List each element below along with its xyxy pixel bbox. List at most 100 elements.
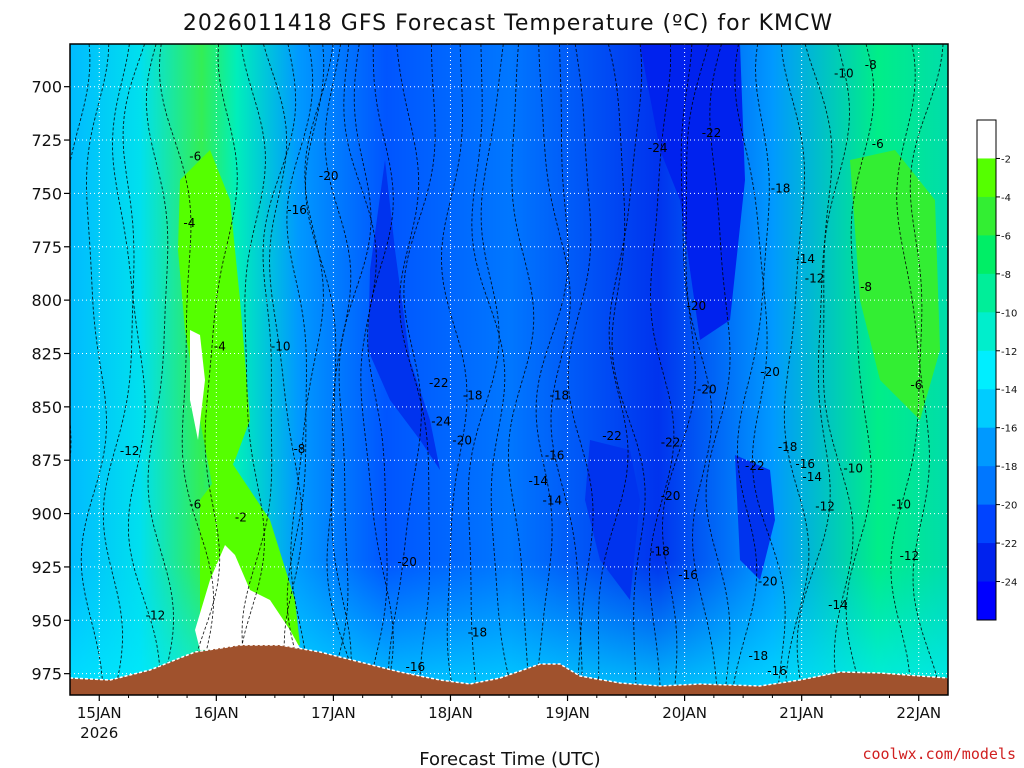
x-tick-label: 22JAN	[896, 704, 941, 722]
x-tick-year-label: 2026	[80, 724, 118, 742]
contour-line	[680, 44, 718, 693]
contour-line	[327, 44, 372, 693]
contour-label: -18	[463, 389, 483, 403]
contour-label: -10	[271, 340, 291, 354]
contour-label: -16	[767, 664, 787, 678]
chart-title: 2026011418 GFS Forecast Temperature (ºC)…	[183, 11, 833, 36]
x-tick-label: 19JAN	[545, 704, 590, 722]
colorbar-swatch	[977, 504, 996, 544]
x-tick-label: 20JAN	[662, 704, 707, 722]
y-tick-label: 750	[31, 184, 62, 203]
colorbar-swatch	[977, 581, 996, 621]
y-tick-label: 800	[31, 291, 62, 310]
contour-line	[396, 44, 431, 693]
contour-line	[890, 44, 944, 693]
contour-line	[705, 44, 731, 693]
contour-label: -6	[910, 378, 922, 392]
colorbar: -2 -4 -6 -8 -10 -12 -14 -16 -18 -20 -22 -24	[976, 119, 1017, 621]
y-tick-label: 825	[31, 344, 62, 363]
contour-label: -20	[397, 555, 417, 569]
contour-line	[112, 44, 161, 693]
contour-label: -12	[805, 271, 825, 285]
contour-line	[102, 44, 146, 693]
terrain	[70, 645, 948, 695]
contour-line	[187, 44, 238, 693]
contour-label: -20	[661, 489, 681, 503]
contour-line	[662, 44, 709, 693]
contour-label: -8	[293, 442, 305, 456]
cold-core-low	[585, 440, 640, 600]
y-axis: 700 725 750 775 800 825 850 875 900 925 950 975	[31, 78, 70, 684]
y-tick-label: 950	[31, 611, 62, 630]
colorbar-label: -2	[1001, 154, 1011, 165]
contour-label: -12	[120, 444, 140, 458]
contour-label: -20	[319, 169, 339, 183]
contour-label: -4	[214, 340, 226, 354]
contour-line	[304, 44, 358, 693]
contour-line	[145, 44, 175, 693]
colorbar-swatch	[977, 120, 996, 159]
contour-label: -8	[865, 58, 877, 72]
contour-line	[471, 44, 513, 693]
contour-line	[731, 44, 770, 693]
contour-label: -16	[545, 448, 565, 462]
contour-label: -8	[860, 280, 872, 294]
white-warm-pocket	[190, 330, 205, 440]
contour-label: -10	[843, 461, 863, 475]
contour-line	[80, 44, 110, 693]
colorbar-label: -6	[1001, 231, 1011, 242]
plot-area: -6-4-4 -10-8-6-2-12-12-16-20-22-24-18-20-…	[70, 44, 948, 695]
y-tick-label: 725	[31, 131, 62, 150]
x-axis-label: Forecast Time (UTC)	[419, 749, 600, 768]
contour-label: -12	[815, 500, 835, 514]
contour-labels: -6-4-4 -10-8-6-2-12-12-16-20-22-24-18-20-…	[120, 58, 922, 678]
y-tick-label: 975	[31, 665, 62, 684]
contour-label: -22	[429, 376, 449, 390]
terrain-edge	[70, 644, 948, 687]
x-tick-label: 16JAN	[194, 704, 239, 722]
colorbar-swatch	[977, 196, 996, 236]
contour-label: -18	[749, 649, 769, 663]
contour-label: -14	[802, 470, 822, 484]
contour-line	[538, 44, 583, 693]
contour-line	[158, 44, 215, 693]
contour-label: -6	[189, 498, 201, 512]
colorbar-swatch	[977, 273, 996, 313]
contour-label: -14	[528, 474, 548, 488]
contour-line	[598, 44, 643, 693]
contour-label: -10	[891, 498, 911, 512]
contour-label: -12	[146, 609, 166, 623]
y-tick-label: 775	[31, 238, 62, 257]
contour-line	[734, 44, 786, 693]
contour-label: -20	[697, 382, 717, 396]
contour-label: -6	[189, 150, 201, 164]
contour-label: -22	[702, 126, 722, 140]
contour-label: -2	[235, 510, 247, 524]
cold-core-east	[735, 455, 775, 580]
contour-label: -16	[678, 568, 698, 582]
y-tick-label: 875	[31, 451, 62, 470]
colorbar-swatch	[977, 466, 996, 506]
colorbar-label: -8	[1001, 270, 1011, 281]
y-tick-label: 700	[31, 78, 62, 97]
colorbar-frame	[976, 119, 997, 621]
grid-lines	[70, 44, 948, 695]
contour-label: -18	[468, 626, 488, 640]
colorbar-swatch	[977, 312, 996, 352]
y-tick-label: 925	[31, 558, 62, 577]
contour-line	[367, 44, 394, 693]
contour-label: -22	[602, 429, 622, 443]
contour-label: -20	[760, 365, 780, 379]
contour-line	[780, 44, 810, 693]
contour-label: -18	[771, 182, 791, 196]
contour-label: -24	[431, 414, 451, 428]
contour-line	[238, 44, 266, 693]
contour-line	[534, 44, 569, 693]
contour-line	[440, 44, 468, 693]
contour-label: -14	[828, 598, 848, 612]
colorbar-swatch	[977, 158, 996, 198]
contour-label: -22	[661, 436, 681, 450]
contour-label: -20	[687, 299, 707, 313]
contour-label: -22	[745, 459, 765, 473]
